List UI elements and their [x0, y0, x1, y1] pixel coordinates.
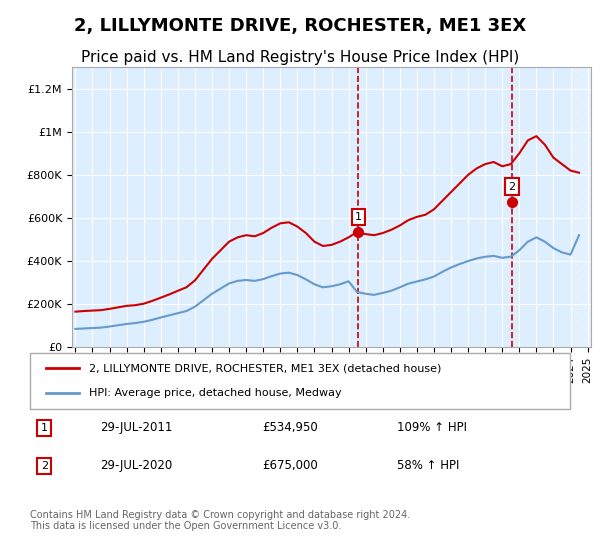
- Text: 1: 1: [41, 423, 48, 433]
- Text: 2, LILLYMONTE DRIVE, ROCHESTER, ME1 3EX (detached house): 2, LILLYMONTE DRIVE, ROCHESTER, ME1 3EX …: [89, 363, 442, 374]
- Text: 2: 2: [509, 182, 515, 192]
- Text: £675,000: £675,000: [262, 459, 318, 473]
- Text: 2: 2: [41, 461, 48, 471]
- Text: 2, LILLYMONTE DRIVE, ROCHESTER, ME1 3EX: 2, LILLYMONTE DRIVE, ROCHESTER, ME1 3EX: [74, 17, 526, 35]
- Text: £534,950: £534,950: [262, 421, 318, 435]
- Text: Price paid vs. HM Land Registry's House Price Index (HPI): Price paid vs. HM Land Registry's House …: [81, 50, 519, 66]
- Text: 29-JUL-2020: 29-JUL-2020: [100, 459, 172, 473]
- Text: 1: 1: [355, 212, 362, 222]
- FancyBboxPatch shape: [30, 353, 570, 409]
- Text: HPI: Average price, detached house, Medway: HPI: Average price, detached house, Medw…: [89, 388, 342, 398]
- Text: 58% ↑ HPI: 58% ↑ HPI: [397, 459, 460, 473]
- Text: 109% ↑ HPI: 109% ↑ HPI: [397, 421, 467, 435]
- Bar: [571, 67, 596, 347]
- Text: 29-JUL-2011: 29-JUL-2011: [100, 421, 173, 435]
- Text: Contains HM Land Registry data © Crown copyright and database right 2024.
This d: Contains HM Land Registry data © Crown c…: [30, 510, 410, 531]
